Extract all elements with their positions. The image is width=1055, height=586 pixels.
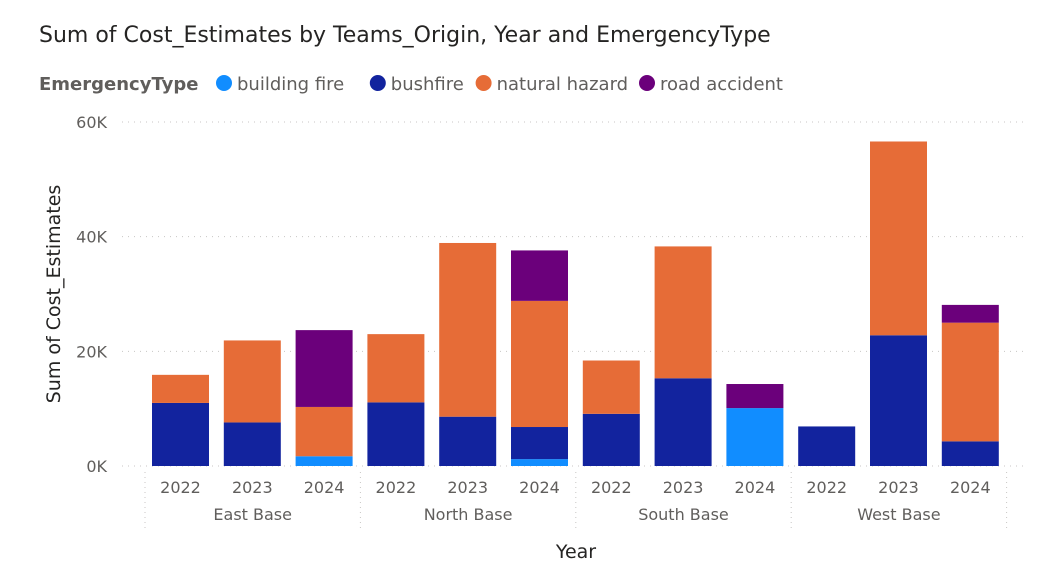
bar-south-base-2022-bushfire[interactable] <box>582 413 640 466</box>
x-tick-label: 2023 <box>663 478 704 497</box>
bar-north-base-2023-bushfire[interactable] <box>439 416 497 466</box>
y-axis-title: Sum of Cost_Estimates <box>43 185 65 404</box>
bars <box>152 141 999 466</box>
bar-west-base-2024-road-accident[interactable] <box>941 304 999 323</box>
x-tick-label: 2022 <box>376 478 417 497</box>
bar-north-base-2024-natural-hazard[interactable] <box>511 300 568 428</box>
legend-title: EmergencyType <box>39 74 198 95</box>
bar-south-base-2023-bushfire[interactable] <box>654 378 712 466</box>
x-axis-title: Year <box>555 541 596 563</box>
x-tick-label: 2024 <box>304 478 345 497</box>
y-tick-label: 0K <box>86 457 107 476</box>
bar-north-base-2023-natural-hazard[interactable] <box>439 242 497 417</box>
bar-north-base-2022-bushfire[interactable] <box>367 402 425 466</box>
bar-east-base-2022-bushfire[interactable] <box>152 402 209 466</box>
bar-north-base-2024-bushfire[interactable] <box>511 427 568 460</box>
group-label-south-base: South Base <box>638 505 729 524</box>
bar-east-base-2024-road-accident[interactable] <box>295 330 353 407</box>
bar-west-base-2024-natural-hazard[interactable] <box>941 322 999 442</box>
x-tick-label: 2024 <box>519 478 560 497</box>
bar-north-base-2022-natural-hazard[interactable] <box>367 334 425 403</box>
bar-east-base-2023-bushfire[interactable] <box>223 422 281 466</box>
legend-label-bushfire: bushfire <box>391 74 464 95</box>
y-tick-label: 60K <box>76 113 107 132</box>
bar-east-base-2023-natural-hazard[interactable] <box>223 340 281 423</box>
group-label-north-base: North Base <box>424 505 513 524</box>
y-tick-label: 40K <box>76 228 107 247</box>
legend: building fire bushfire natural hazard road … <box>216 74 783 95</box>
y-tick-label: 20K <box>76 342 107 361</box>
bar-north-base-2024-building-fire[interactable] <box>511 459 568 466</box>
legend-label-building-fire: building fire <box>237 74 344 95</box>
y-axis-ticks: 0K 20K 40K 60K <box>76 113 107 476</box>
legend-label-natural-hazard: natural hazard <box>497 74 628 95</box>
x-tick-label: 2022 <box>806 478 847 497</box>
bar-south-base-2024-road-accident[interactable] <box>726 384 784 409</box>
x-tick-label: 2022 <box>160 478 201 497</box>
legend-marker-bushfire <box>369 75 386 91</box>
bar-east-base-2024-natural-hazard[interactable] <box>295 406 353 457</box>
bar-west-base-2023-bushfire[interactable] <box>870 335 927 466</box>
x-tick-label: 2022 <box>591 478 632 497</box>
bar-west-base-2023-natural-hazard[interactable] <box>870 141 927 336</box>
bar-west-base-2024-bushfire[interactable] <box>941 441 999 466</box>
bar-east-base-2022-natural-hazard[interactable] <box>152 374 209 403</box>
x-tick-label: 2023 <box>878 478 919 497</box>
x-tick-label: 2023 <box>447 478 488 497</box>
bar-south-base-2023-natural-hazard[interactable] <box>654 246 712 379</box>
x-tick-label: 2024 <box>950 478 991 497</box>
group-label-west-base: West Base <box>857 505 940 524</box>
legend-label-road-accident: road accident <box>660 74 783 95</box>
legend-marker-road-accident <box>639 75 655 91</box>
bar-south-base-2024-building-fire[interactable] <box>726 408 784 466</box>
legend-marker-building-fire <box>216 75 232 91</box>
bar-north-base-2024-road-accident[interactable] <box>511 250 568 301</box>
chart-title: Sum of Cost_Estimates by Teams_Origin, Y… <box>39 23 771 48</box>
x-axis: 2022 2023 2024 East Base 2022 2023 2024 North B… <box>144 472 1008 532</box>
bar-west-base-2022-bushfire[interactable] <box>798 426 856 466</box>
bar-south-base-2022-natural-hazard[interactable] <box>582 360 640 414</box>
x-tick-label: 2023 <box>232 478 273 497</box>
x-tick-label: 2024 <box>735 478 776 497</box>
legend-marker-natural-hazard <box>475 75 492 91</box>
bar-east-base-2024-building-fire[interactable] <box>295 456 353 466</box>
group-label-east-base: East Base <box>213 505 292 524</box>
